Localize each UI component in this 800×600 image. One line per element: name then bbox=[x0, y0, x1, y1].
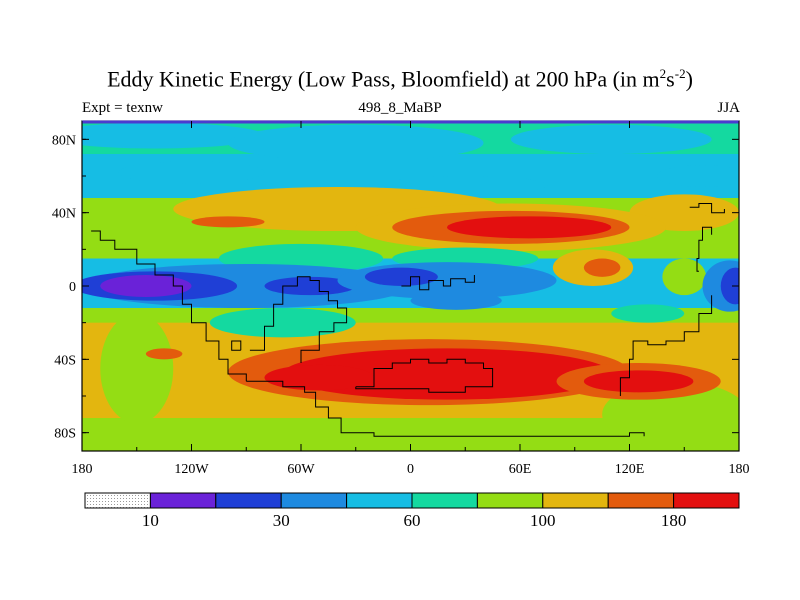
field-blob-19 bbox=[100, 275, 192, 297]
x-tick-label: 120E bbox=[615, 462, 645, 477]
coastline-8 bbox=[231, 340, 242, 351]
field-blob-16 bbox=[662, 258, 707, 296]
x-tick-label: 180 bbox=[72, 462, 93, 477]
chart-title: Eddy Kinetic Energy (Low Pass, Bloomfiel… bbox=[107, 66, 693, 92]
x-tick-label: 60W bbox=[287, 462, 315, 477]
axes: 180 120W 60W 0 60E 120E 180 80N 40N 0 40S 80S bbox=[52, 121, 750, 477]
colorbar-bin-7 bbox=[542, 492, 609, 509]
colorbar-bin-5 bbox=[411, 492, 478, 509]
colorbar-label: 180 bbox=[661, 511, 687, 530]
coastline-2 bbox=[246, 380, 645, 437]
field-blob-2 bbox=[510, 124, 712, 154]
colorbar-bin-1 bbox=[149, 492, 217, 509]
field-blob-29 bbox=[100, 313, 174, 424]
colorbar-label: 30 bbox=[273, 511, 290, 530]
field-blob-35 bbox=[583, 370, 694, 393]
colorbar: 10 30 60 100 180 bbox=[84, 492, 740, 530]
field-blob-0 bbox=[82, 122, 265, 149]
colorbar-bin-3 bbox=[280, 492, 348, 509]
period-label: 498_8_MaBP bbox=[358, 100, 442, 116]
coastline-0 bbox=[91, 230, 247, 382]
colorbar-bin-2 bbox=[215, 492, 282, 509]
coastline-7 bbox=[689, 203, 725, 214]
colorbar-bin-4 bbox=[346, 492, 413, 509]
colorbar-label: 100 bbox=[530, 511, 556, 530]
field-blob-3 bbox=[656, 165, 739, 187]
y-tick-label: 40N bbox=[52, 207, 76, 222]
field-blob-20 bbox=[264, 276, 356, 296]
contour-field bbox=[82, 121, 739, 451]
x-tick-label: 0 bbox=[407, 462, 414, 477]
field-blob-22 bbox=[364, 267, 438, 287]
y-tick-label: 80S bbox=[54, 427, 76, 442]
x-tick-label: 120W bbox=[174, 462, 209, 477]
field-blob-10 bbox=[447, 216, 612, 239]
colorbar-bin-6 bbox=[476, 492, 544, 509]
coastline-1 bbox=[249, 276, 348, 363]
field-blob-1 bbox=[228, 124, 484, 162]
coastline-5 bbox=[619, 295, 713, 396]
field-blob-4 bbox=[118, 161, 265, 184]
colorbar-label: 10 bbox=[142, 511, 159, 530]
field-blob-15 bbox=[583, 258, 621, 277]
x-tick-label: 180 bbox=[729, 462, 750, 477]
colorbar-bin-0 bbox=[84, 492, 151, 509]
coastline-3 bbox=[355, 358, 494, 393]
y-tick-label: 40S bbox=[54, 353, 76, 368]
coastlines bbox=[91, 203, 725, 437]
coastline-6 bbox=[696, 226, 713, 272]
field-blob-30 bbox=[145, 348, 183, 360]
field-blob-25 bbox=[720, 267, 739, 305]
field-blob-23 bbox=[410, 291, 502, 310]
field-blob-11 bbox=[191, 216, 265, 228]
y-tick-label: 80N bbox=[52, 133, 76, 148]
season-label: JJA bbox=[717, 100, 740, 116]
colorbar-label: 60 bbox=[404, 511, 421, 530]
y-tick-label: 0 bbox=[69, 280, 76, 295]
field-blob-33 bbox=[264, 364, 374, 391]
field-blob-5 bbox=[383, 176, 548, 195]
colorbar-bin-8 bbox=[607, 492, 675, 509]
colorbar-bin-9 bbox=[673, 492, 740, 509]
x-tick-label: 60E bbox=[509, 462, 532, 477]
field-blob-27 bbox=[611, 304, 685, 323]
experiment-label: Expt = texnw bbox=[82, 100, 163, 116]
coastline-4 bbox=[401, 275, 475, 291]
field-blob-26 bbox=[209, 308, 356, 338]
